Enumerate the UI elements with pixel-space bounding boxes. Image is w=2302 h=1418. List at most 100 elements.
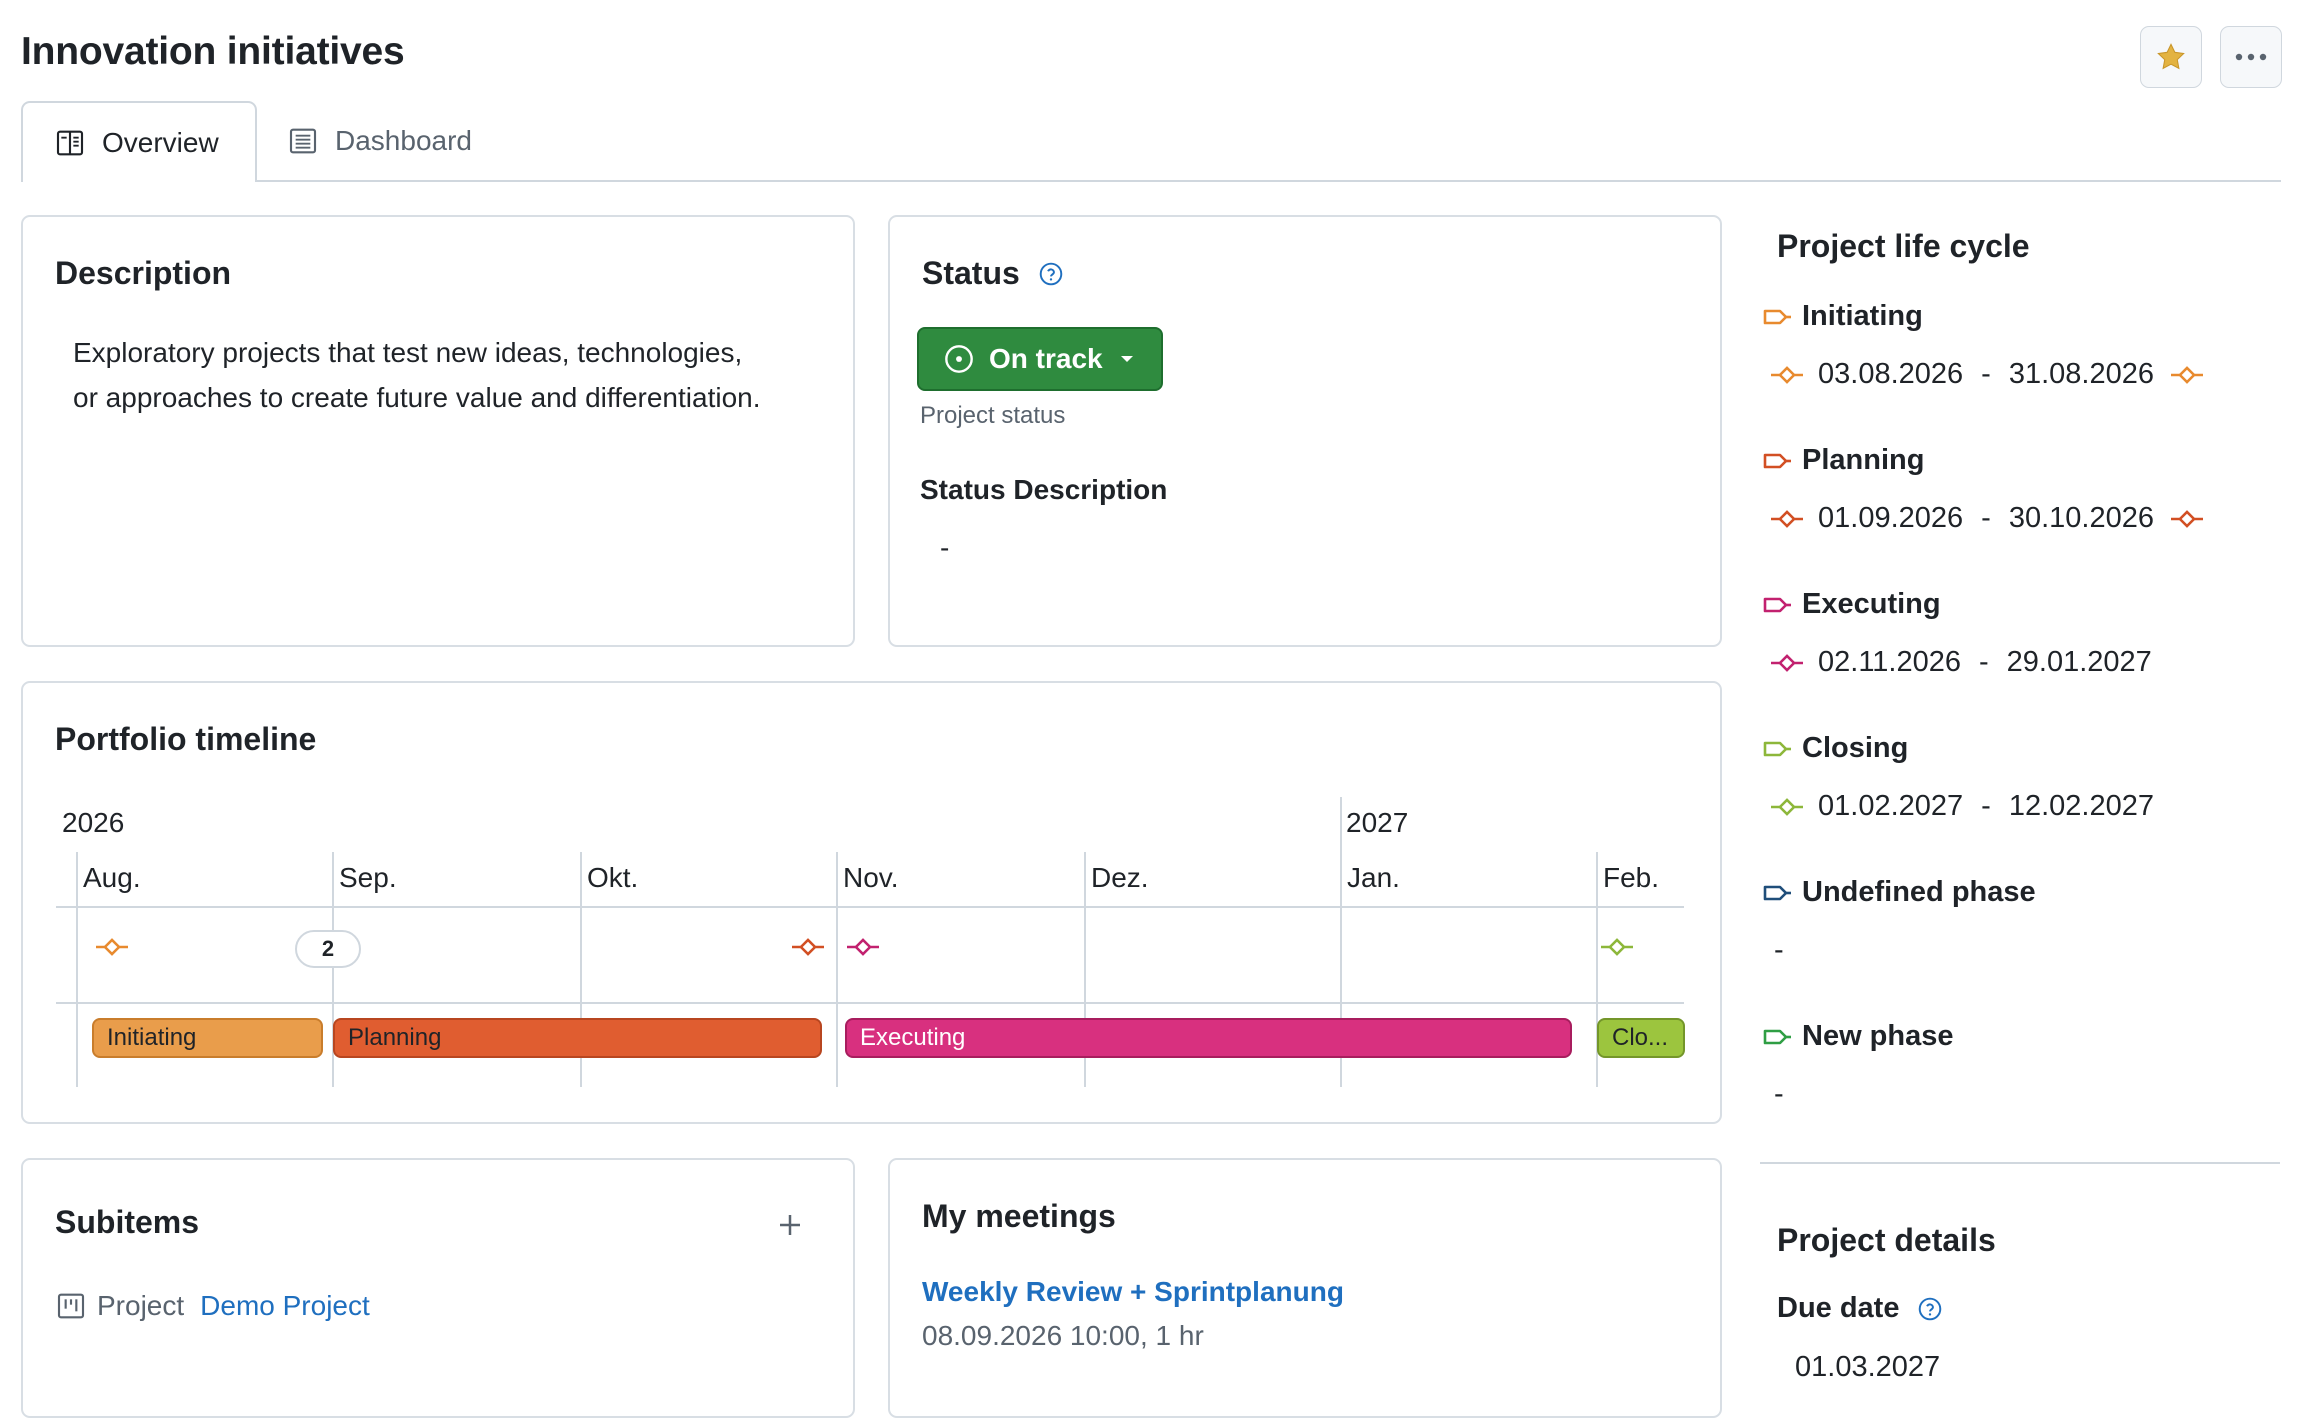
milestone-icon — [2170, 509, 2203, 528]
meeting-link[interactable]: Weekly Review + Sprintplanung — [922, 1276, 1344, 1307]
date-separator: - — [1981, 790, 1991, 822]
phase-dates-row: 03.08.2026-31.08.2026 — [1770, 358, 2204, 391]
status-header: Status — [922, 255, 1064, 292]
phase-start-date[interactable]: 03.08.2026 — [1818, 358, 1964, 390]
due-date-label-row: Due date — [1777, 1292, 1943, 1325]
timeline-bar-closing[interactable]: Clo... — [1597, 1018, 1685, 1058]
month-label: Aug. — [83, 862, 141, 893]
timeline-title: Portfolio timeline — [55, 721, 317, 757]
phase-end-date[interactable]: 30.10.2026 — [2008, 502, 2154, 534]
book-icon — [56, 130, 84, 155]
help-icon[interactable] — [1038, 261, 1064, 287]
subitem-type: Project — [97, 1290, 185, 1321]
grid-line — [1596, 852, 1598, 1087]
meetings-card: My meetings Weekly Review + Sprintplanun… — [888, 1158, 1722, 1418]
milestone-icon — [1771, 653, 1803, 672]
due-date-label: Due date — [1777, 1292, 1900, 1324]
phase-name: Executing — [1802, 588, 1941, 620]
month-label: Jan. — [1347, 862, 1400, 893]
phase-dates-row: 01.02.2027-12.02.2027 — [1770, 790, 2154, 823]
grid-line — [76, 852, 78, 1087]
phase-empty-value: - — [1774, 934, 1784, 966]
year-label: 2026 — [62, 807, 125, 838]
phase-end-date[interactable]: 12.02.2027 — [2008, 790, 2154, 822]
phase-name-row: Undefined phase — [1762, 876, 2036, 909]
milestone-icon[interactable] — [791, 938, 825, 956]
phase-name: Closing — [1802, 732, 1909, 764]
subitems-card: Subitems Project Demo Project — [21, 1158, 855, 1418]
phase-name-row: Executing — [1762, 588, 1941, 621]
phase-name-row: Initiating — [1762, 300, 1923, 333]
subitem-link[interactable]: Demo Project — [200, 1290, 370, 1321]
phase-name-row: Closing — [1762, 732, 1908, 765]
phase-dates-row: - — [1770, 934, 1784, 967]
tab-overview[interactable]: Overview — [21, 101, 257, 182]
status-card: Status — [888, 215, 1722, 647]
project-details-title: Project details — [1777, 1222, 1996, 1258]
phase-start-date[interactable]: 02.11.2026 — [1818, 646, 1961, 678]
timeline-bar-planning[interactable]: Planning — [333, 1018, 822, 1058]
meeting-time: 08.09.2026 10:00, 1 hr — [922, 1320, 1204, 1351]
favorite-button[interactable] — [2140, 26, 2202, 88]
status-dropdown-button[interactable]: On track — [917, 327, 1163, 391]
subitems-title: Subitems — [55, 1204, 200, 1240]
plus-icon[interactable] — [775, 1210, 805, 1240]
phase-end-date[interactable]: 31.08.2026 — [2008, 358, 2154, 390]
timeline-bar-executing[interactable]: Executing — [845, 1018, 1572, 1058]
phase-name: Undefined phase — [1802, 876, 2036, 908]
description-card: Description Exploratory projects that te… — [21, 215, 855, 647]
status-description-title: Status Description — [920, 474, 1168, 505]
status-button-label: On track — [989, 343, 1103, 374]
phase-end-date[interactable]: 29.01.2027 — [2006, 646, 2152, 678]
page-title: Innovation initiatives — [21, 30, 405, 73]
month-label: Feb. — [1603, 862, 1660, 893]
milestone-icon[interactable] — [1600, 938, 1634, 956]
description-text: Exploratory projects that test new ideas… — [73, 330, 761, 420]
help-icon[interactable] — [1917, 1296, 1943, 1322]
sidebar-divider — [1760, 1162, 2280, 1164]
kebab-icon — [2235, 53, 2267, 61]
phase-tag-icon — [1763, 597, 1791, 612]
phase-name: Planning — [1802, 444, 1925, 476]
phase-empty-value: - — [1774, 1078, 1784, 1110]
milestone-icon — [1771, 797, 1803, 816]
date-separator: - — [1981, 358, 1991, 390]
description-line-1: Exploratory projects that test new ideas… — [73, 337, 743, 368]
grid-line — [836, 852, 838, 1087]
tabs-divider — [21, 180, 2281, 182]
milestone-icon[interactable] — [95, 938, 129, 956]
phase-tag-icon — [1763, 741, 1791, 756]
status-caption: Project status — [920, 402, 1066, 429]
milestone-icon — [1771, 509, 1803, 528]
date-separator: - — [1981, 502, 1991, 534]
dot-circle-icon — [945, 345, 973, 373]
phase-tag-icon — [1763, 453, 1791, 468]
subitem-row: Project Demo Project — [55, 1290, 370, 1322]
tab-dashboard[interactable]: Dashboard — [287, 101, 472, 181]
phase-start-date[interactable]: 01.09.2026 — [1818, 502, 1964, 534]
caret-down-icon — [1120, 356, 1133, 362]
date-separator: - — [1979, 646, 1989, 678]
life-cycle-title: Project life cycle — [1777, 228, 2030, 264]
milestone-icon[interactable] — [846, 938, 880, 956]
phase-start-date[interactable]: 01.02.2027 — [1818, 790, 1964, 822]
more-options-button[interactable] — [2220, 26, 2282, 88]
milestone-cluster-badge[interactable]: 2 — [295, 930, 361, 968]
timeline-row-line — [56, 1002, 1684, 1004]
star-icon — [2157, 43, 2185, 70]
milestone-icon — [1771, 365, 1803, 384]
tab-overview-label: Overview — [102, 126, 219, 158]
phase-tag-icon — [1763, 1029, 1791, 1044]
description-title: Description — [55, 255, 232, 291]
phase-dates-row: 01.09.2026-30.10.2026 — [1770, 502, 2204, 535]
phase-tag-icon — [1763, 309, 1791, 324]
grid-line — [580, 852, 582, 1087]
month-label: Nov. — [843, 862, 899, 893]
grid-line — [1084, 852, 1086, 1087]
month-label: Sep. — [339, 862, 397, 893]
year-label: 2027 — [1346, 807, 1409, 838]
tab-dashboard-label: Dashboard — [335, 125, 472, 156]
timeline-bar-initiating[interactable]: Initiating — [92, 1018, 323, 1058]
phase-name-row: New phase — [1762, 1020, 1954, 1053]
phase-dates-row: - — [1770, 1078, 1784, 1111]
